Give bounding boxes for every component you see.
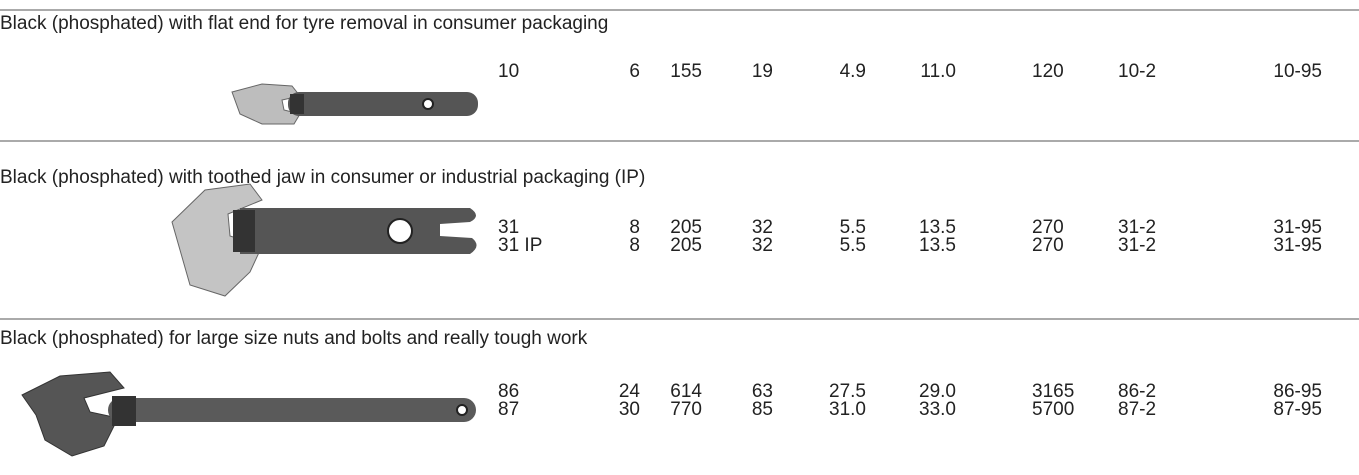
- catalog-page: Black (phosphated) with flat end for tyr…: [0, 0, 1359, 475]
- table-cell: 4.9: [840, 61, 866, 82]
- table-cell: 10: [498, 61, 519, 82]
- table-cell: 10-95: [1273, 61, 1322, 82]
- table-cell: 205: [670, 235, 702, 256]
- wrench-image: [232, 84, 478, 124]
- table-cell: 120: [1032, 61, 1064, 82]
- section-heading: Black (phosphated) for large size nuts a…: [0, 328, 588, 349]
- table-cell: 32: [752, 235, 773, 256]
- table-cell: 30: [619, 399, 640, 420]
- table-cell: 85: [752, 399, 773, 420]
- table-cell: 11.0: [920, 61, 956, 82]
- table-cell: 5700: [1032, 399, 1074, 420]
- section-heading: Black (phosphated) with toothed jaw in c…: [0, 167, 645, 188]
- table-cell: 8: [629, 235, 640, 256]
- wrench-image: [172, 184, 477, 296]
- table-cell: 10-2: [1118, 61, 1156, 82]
- table-cell: 87: [498, 399, 519, 420]
- wrench-image: [22, 372, 476, 456]
- table-cell: 87-2: [1118, 399, 1156, 420]
- table-cell: 6: [629, 61, 640, 82]
- table-cell: 13.5: [919, 235, 956, 256]
- table-cell: 87-95: [1273, 399, 1322, 420]
- table-cell: 31-95: [1273, 235, 1322, 256]
- table-cell: 31-2: [1118, 235, 1156, 256]
- table-cell: 19: [752, 61, 773, 82]
- table-cell: 31.0: [829, 399, 866, 420]
- table-cell: 270: [1032, 235, 1064, 256]
- section-heading: Black (phosphated) with flat end for tyr…: [0, 13, 608, 34]
- table-cell: 770: [670, 399, 702, 420]
- table-cell: 5.5: [840, 235, 866, 256]
- table-cell: 31 IP: [498, 235, 542, 256]
- table-cell: 33.0: [919, 399, 956, 420]
- table-cell: 155: [670, 61, 702, 82]
